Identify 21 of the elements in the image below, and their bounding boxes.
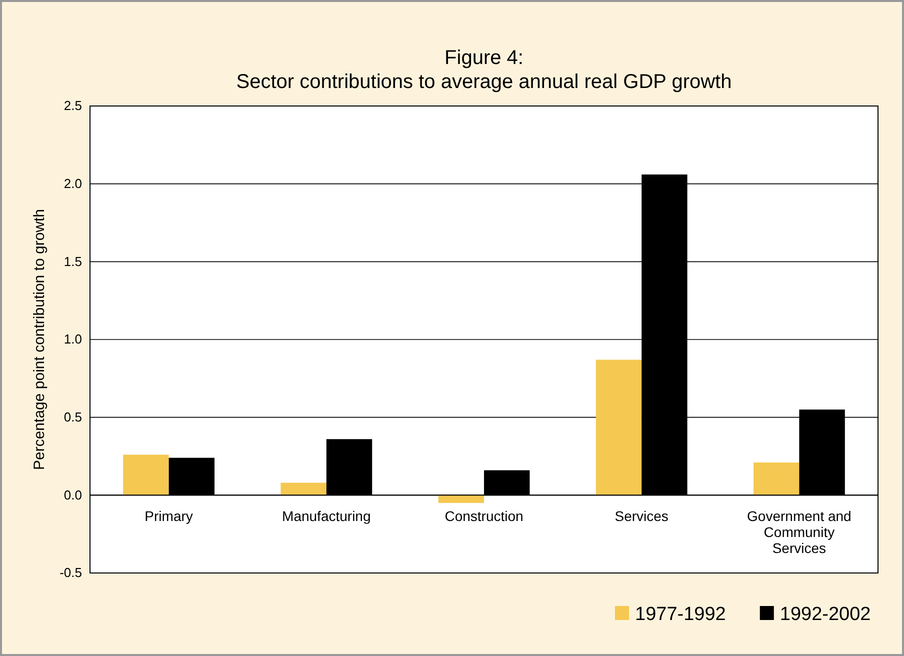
x-tick-label: Government and Community Services xyxy=(747,508,852,556)
bar xyxy=(753,462,800,496)
bar xyxy=(596,360,642,496)
x-tick-label: Primary xyxy=(144,508,193,524)
x-tick-label: Construction xyxy=(444,508,524,524)
y-tick-label: 0.0 xyxy=(64,487,82,502)
bar xyxy=(438,495,484,503)
chart-title: Figure 4: Sector contributions to average annual real GDP growth xyxy=(236,47,732,93)
legend-label: 1977-1992 xyxy=(635,604,726,625)
x-tick-label: Manufacturing xyxy=(282,508,371,524)
y-tick-label: 2.5 xyxy=(64,98,82,114)
y-axis-title: Percentage point contribution to growth xyxy=(31,209,48,470)
bar xyxy=(280,482,326,496)
legend-label: 1992-2002 xyxy=(780,604,871,625)
y-tick-label: 1.5 xyxy=(64,254,82,269)
y-tick-label: 2.0 xyxy=(64,176,82,191)
y-tick-label: 0.5 xyxy=(64,409,82,424)
bar xyxy=(123,454,169,496)
x-tick-label: Services xyxy=(614,508,668,524)
y-tick-label: 1.0 xyxy=(64,332,82,347)
y-tick-label: -0.5 xyxy=(60,565,82,580)
